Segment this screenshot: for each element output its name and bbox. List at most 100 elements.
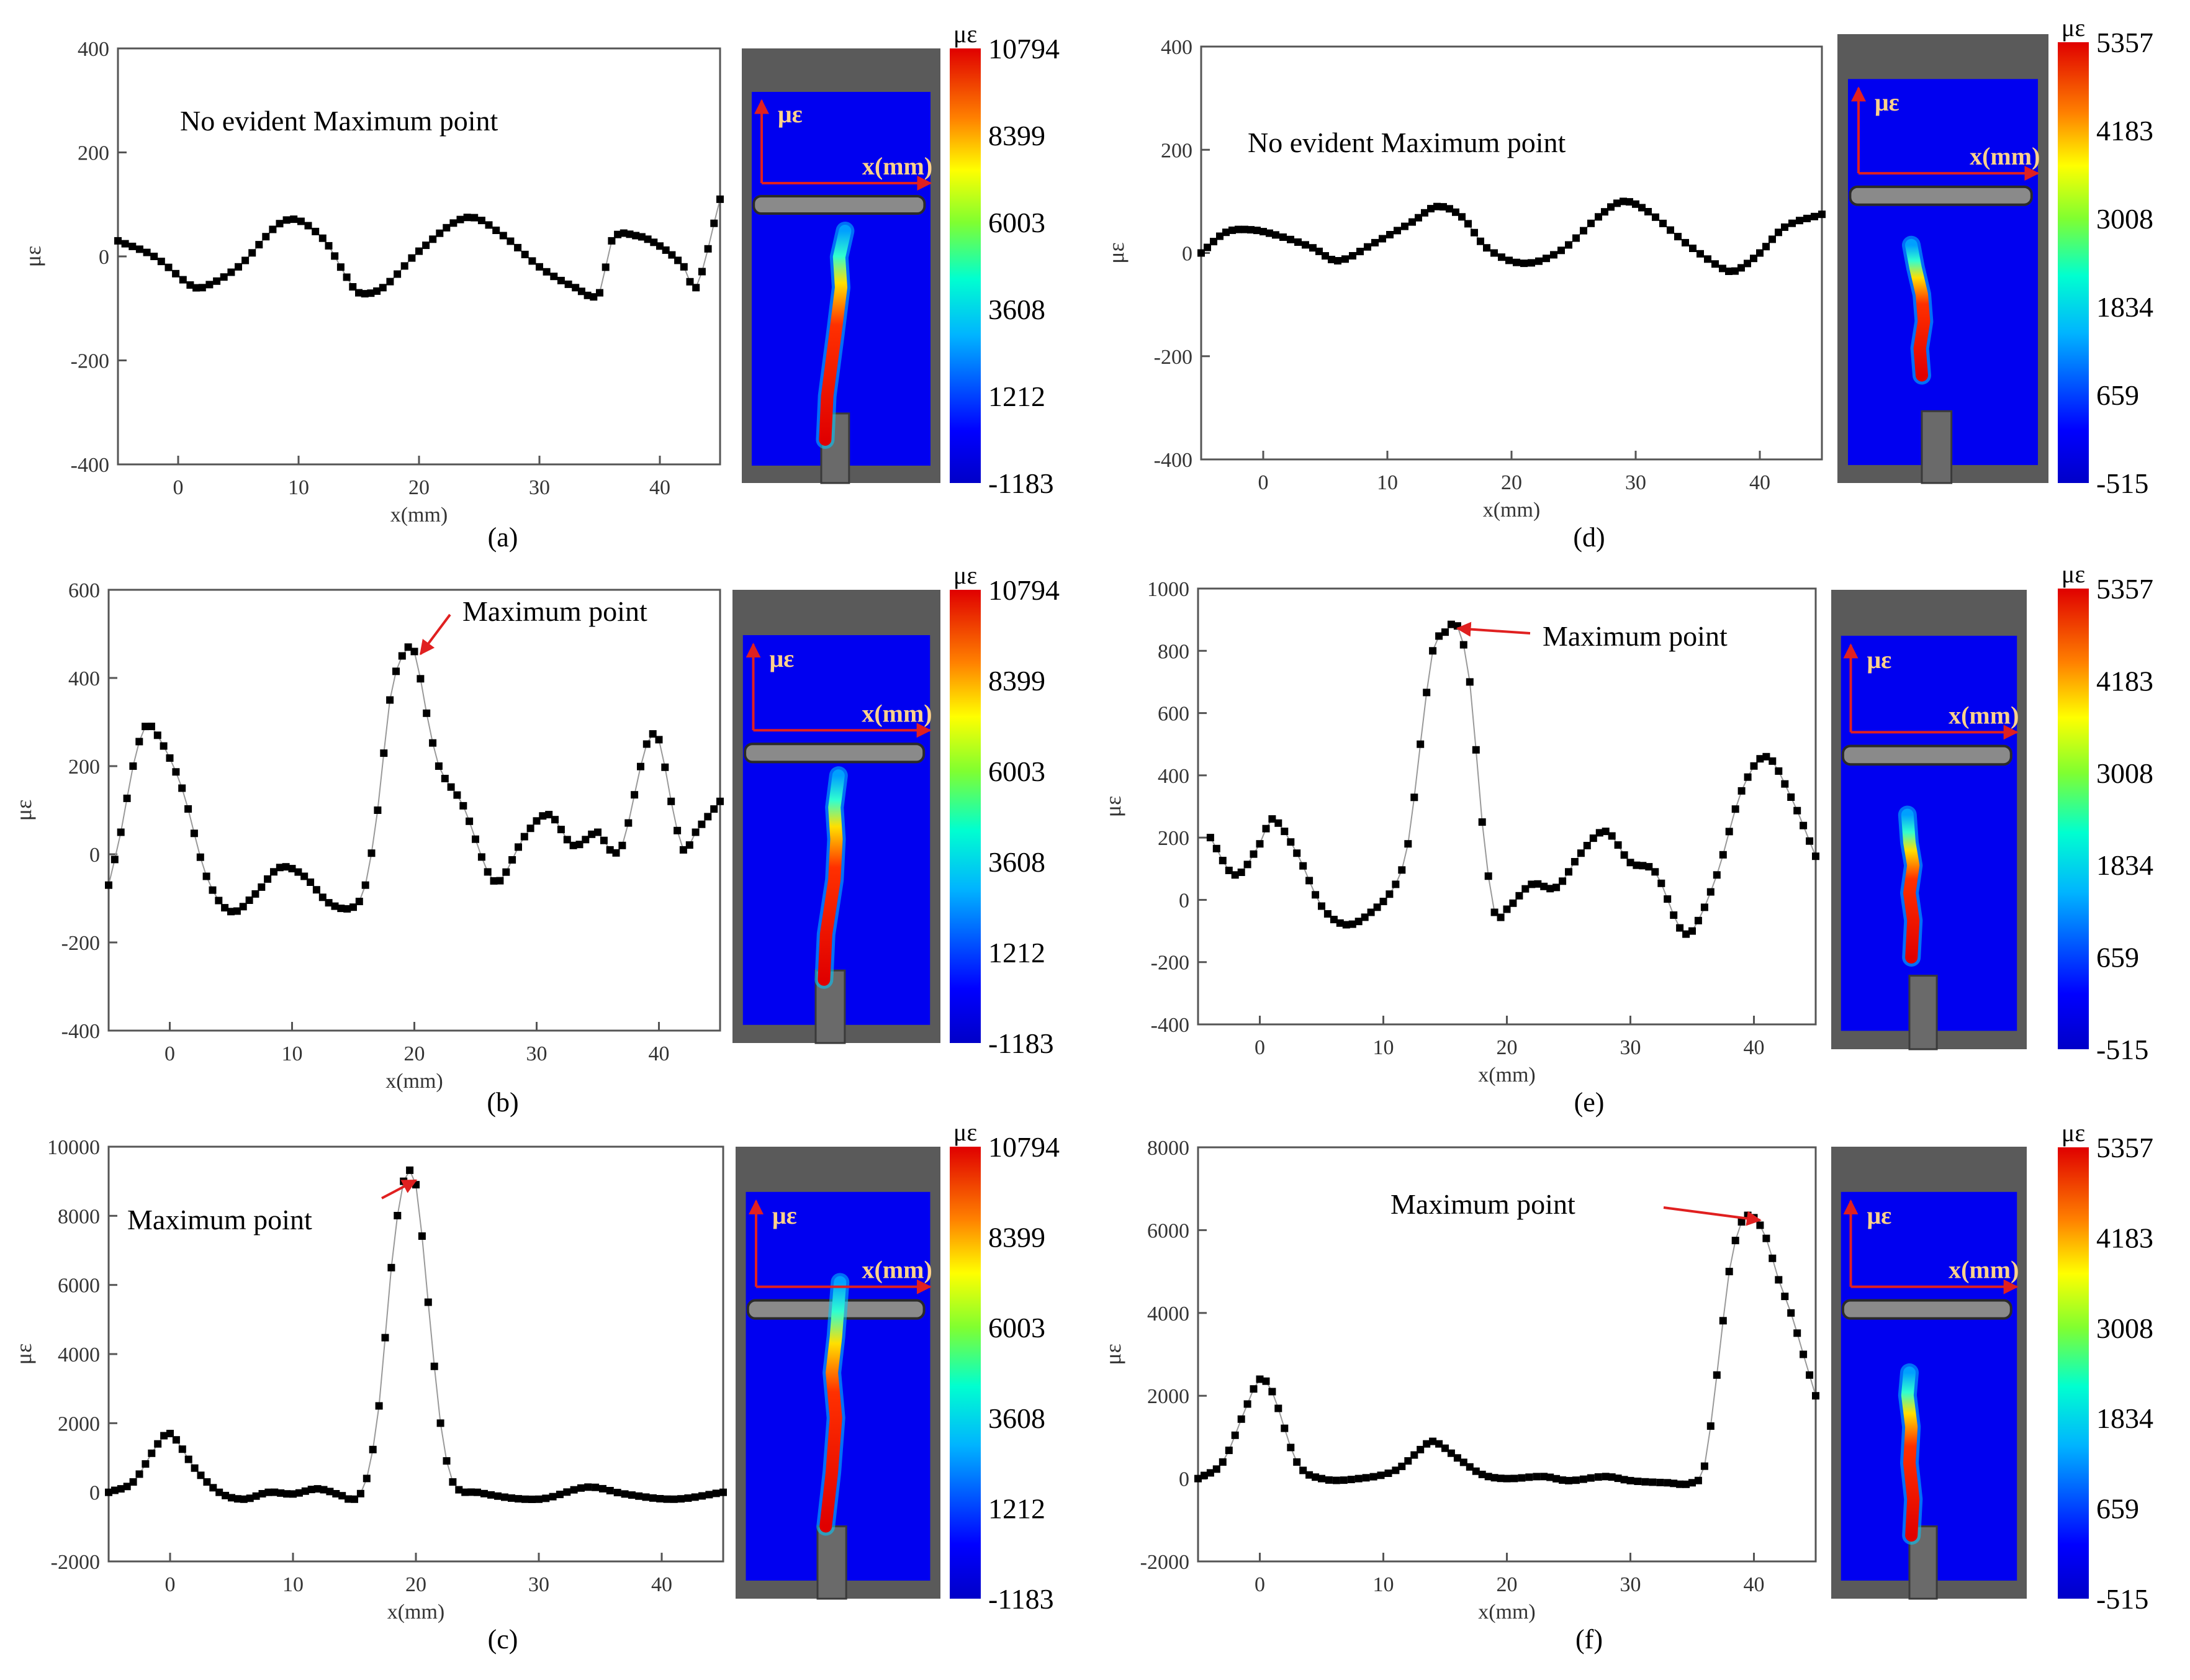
data-point (698, 1492, 706, 1500)
data-point (584, 1483, 592, 1491)
data-point (381, 1334, 389, 1342)
panel-e: 0 10 20 30 40 -400 -200 0 200 400 600 800 1000 x(mm) μ… (1101, 560, 2153, 1118)
data-point (374, 806, 382, 814)
data-point (117, 828, 125, 836)
y-tick-label: 0 (1179, 889, 1189, 912)
data-point (533, 817, 541, 825)
data-point (1364, 243, 1371, 251)
data-point (258, 1490, 266, 1497)
data-point (670, 1495, 678, 1503)
data-point (367, 849, 376, 857)
support-bar (1849, 185, 2033, 206)
data-point (1803, 214, 1811, 222)
data-point (563, 1488, 571, 1496)
data-point (1557, 246, 1565, 255)
data-point (277, 1489, 285, 1497)
data-point (1601, 208, 1608, 216)
data-point (474, 1488, 481, 1496)
data-point (1731, 267, 1739, 275)
data-point (1731, 805, 1739, 813)
data-point (480, 1489, 488, 1497)
data-point (404, 643, 412, 651)
panel-a: 0 10 20 30 40 -400 -200 0 200 400 x(mm) με No eviden… (20, 20, 1060, 553)
data-point (1633, 861, 1641, 869)
data-point (1521, 885, 1530, 893)
data-point (326, 1488, 334, 1496)
data-point (1550, 251, 1557, 259)
y-tick-label: -2000 (1140, 1551, 1189, 1574)
data-point (719, 1488, 727, 1496)
data-point (1392, 1466, 1400, 1475)
data-point (1410, 1451, 1418, 1459)
data-point (1510, 1475, 1518, 1483)
maximum-point-arrow (419, 613, 451, 656)
data-point (1750, 762, 1758, 770)
data-point (1302, 241, 1309, 249)
data-point (1688, 927, 1696, 935)
data-point (1811, 212, 1818, 220)
data-point (1312, 891, 1320, 899)
x-tick-label: 20 (405, 1573, 426, 1596)
data-point (1241, 225, 1248, 233)
data-point (1194, 1475, 1202, 1483)
data-point (557, 276, 565, 284)
data-point (1796, 217, 1803, 225)
data-point (1483, 244, 1490, 252)
data-point (502, 868, 510, 876)
data-point (1769, 235, 1776, 243)
data-point (1435, 1440, 1443, 1448)
data-point (1356, 248, 1364, 256)
data-point (594, 828, 602, 836)
data-point (1713, 1371, 1721, 1379)
data-point (1268, 1388, 1276, 1396)
data-point (1793, 1329, 1801, 1337)
x-tick-label: 40 (1744, 1573, 1765, 1596)
data-point (325, 899, 333, 907)
data-point (392, 667, 400, 675)
data-point (1613, 199, 1621, 207)
colorbar-tick-label: 5357 (2096, 27, 2153, 58)
data-point (1452, 208, 1459, 216)
data-point (1535, 257, 1543, 265)
colorbar-tick-label: 1834 (2096, 291, 2153, 323)
data-point (606, 1487, 614, 1494)
data-point (656, 1495, 664, 1502)
data-point (1219, 1458, 1227, 1466)
data-point (526, 824, 534, 833)
data-point (1371, 238, 1379, 246)
data-point (1775, 767, 1783, 775)
data-point (1664, 895, 1672, 903)
data-point (466, 817, 474, 825)
data-point (1756, 755, 1764, 763)
data-point (301, 1487, 309, 1495)
y-tick-label: 0 (89, 844, 100, 867)
data-point (705, 1491, 713, 1499)
data-point (1206, 1469, 1214, 1477)
data-point (1552, 883, 1561, 892)
data-point (1620, 1476, 1628, 1484)
data-point (255, 241, 263, 249)
data-point (379, 284, 387, 292)
data-point (1781, 1293, 1789, 1301)
data-point (436, 1419, 444, 1427)
data-point (1737, 264, 1745, 272)
data-point (1369, 1473, 1377, 1481)
data-point (289, 1490, 297, 1498)
data-point (164, 263, 173, 271)
data-point (1587, 219, 1595, 227)
data-point (184, 805, 192, 813)
plot-frame (107, 589, 721, 1032)
data-point (563, 836, 571, 844)
data-point (1800, 821, 1808, 829)
data-point (543, 268, 551, 276)
data-point (662, 246, 670, 254)
data-point (1256, 840, 1264, 848)
data-point (1210, 238, 1217, 246)
colorbar-tick-label: 3008 (2096, 757, 2153, 789)
data-point (1464, 220, 1472, 228)
data-point (1674, 233, 1682, 241)
image-y-axis-label: με (1867, 1201, 1892, 1229)
data-point (494, 1492, 502, 1500)
data-point (1484, 872, 1492, 880)
data-point (129, 762, 137, 770)
